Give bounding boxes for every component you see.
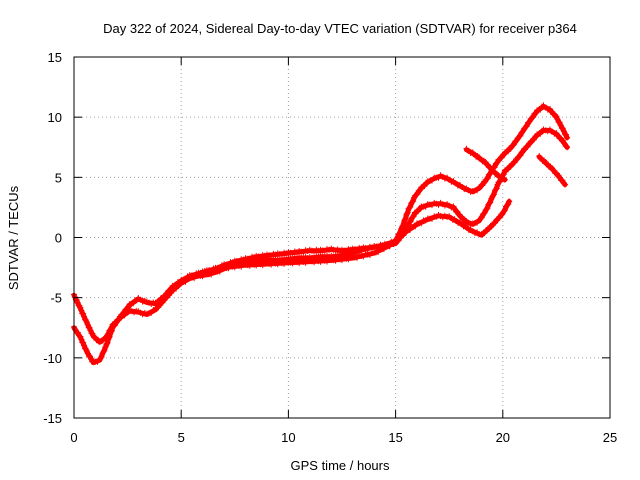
ticks bbox=[73, 56, 611, 419]
y-tick-label: 5 bbox=[55, 170, 62, 185]
series-track-4 bbox=[463, 145, 508, 183]
series-markers bbox=[536, 153, 568, 188]
x-tick-label: 0 bbox=[70, 430, 77, 445]
x-tick-label: 10 bbox=[281, 430, 295, 445]
y-tick-label: -15 bbox=[43, 411, 62, 426]
x-tick-label: 5 bbox=[178, 430, 185, 445]
x-tick-label: 15 bbox=[388, 430, 402, 445]
y-tick-label: 15 bbox=[48, 50, 62, 65]
y-tick-label: -5 bbox=[50, 291, 62, 306]
chart-title: Day 322 of 2024, Sidereal Day-to-day VTE… bbox=[103, 21, 577, 36]
x-axis-label: GPS time / hours bbox=[291, 458, 390, 473]
y-axis-label: SDTVAR / TECUs bbox=[6, 185, 21, 290]
series-track-5 bbox=[536, 153, 568, 188]
series-track-3 bbox=[199, 198, 513, 276]
x-tick-label: 25 bbox=[603, 430, 617, 445]
data-area bbox=[71, 102, 571, 366]
x-tick-label: 20 bbox=[496, 430, 510, 445]
series-markers bbox=[463, 145, 508, 183]
y-tick-label: 10 bbox=[48, 110, 62, 125]
series-markers bbox=[199, 198, 513, 276]
y-tick-label: -10 bbox=[43, 351, 62, 366]
tick-labels: 0 5 10 15 20 25 -15 -10 -5 0 5 10 15 bbox=[43, 50, 617, 445]
y-tick-label: 0 bbox=[55, 231, 62, 246]
